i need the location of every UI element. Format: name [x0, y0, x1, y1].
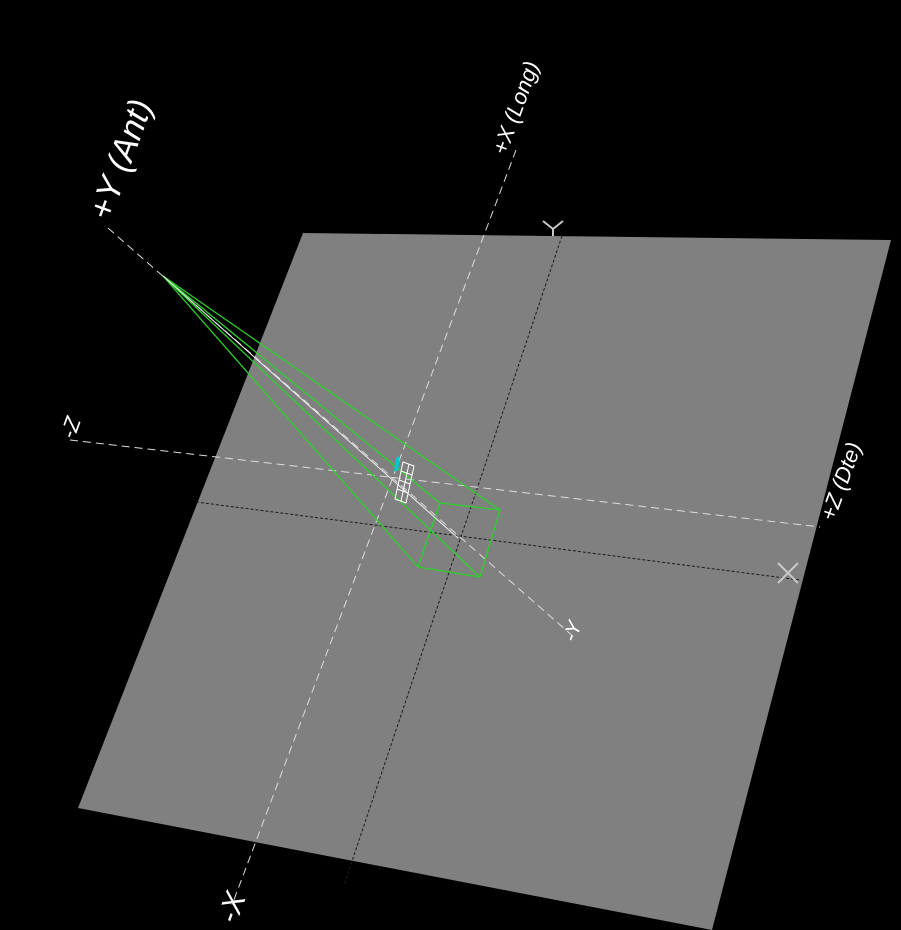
axis-z-line: [69, 439, 821, 528]
device-model[interactable]: [394, 461, 415, 504]
plane-marker-y: [542, 220, 564, 236]
patient-plane[interactable]: [78, 233, 891, 930]
source-marker[interactable]: [394, 456, 400, 472]
central-ray: [162, 275, 459, 539]
beam-frustum[interactable]: [162, 275, 501, 578]
plane-axis-horizontal: [195, 501, 801, 581]
plane-marker-x: [777, 562, 799, 584]
axis-x-line: [231, 149, 517, 906]
plane-axis-vertical: [343, 235, 563, 886]
